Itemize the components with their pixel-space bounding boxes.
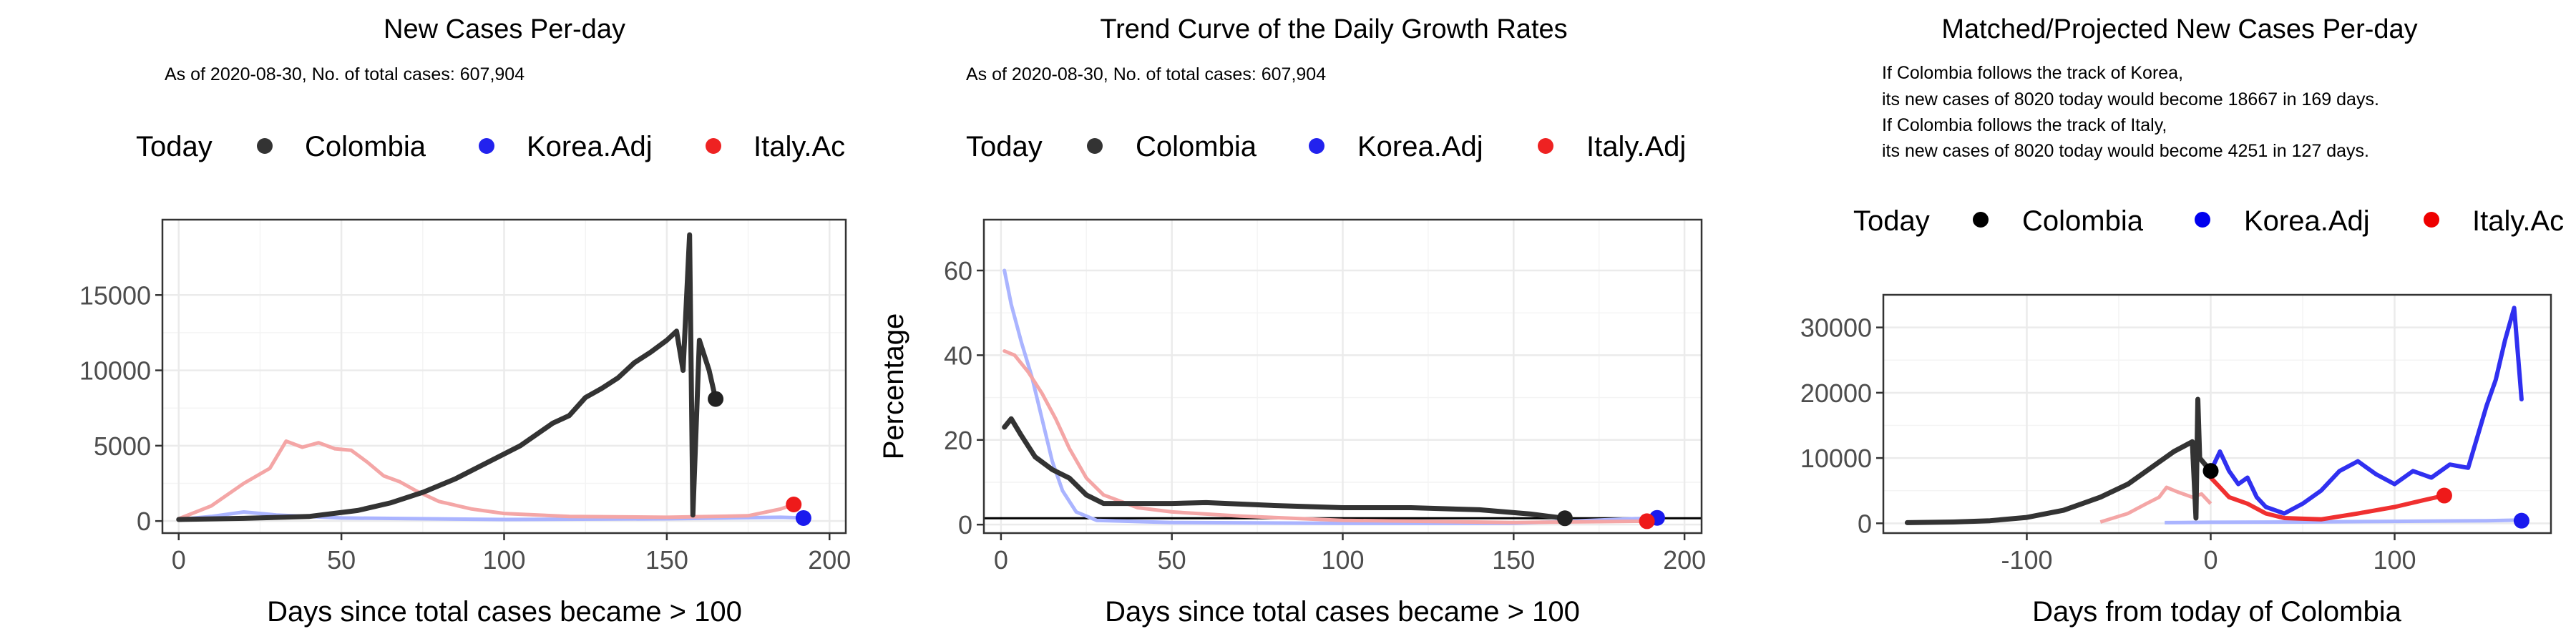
- today-point-italy-adj: [1639, 513, 1655, 530]
- x-tick-label: 150: [1492, 545, 1535, 575]
- chart-subtitle: As of 2020-08-30, No. of total cases: 60…: [165, 64, 525, 84]
- legend-label-colombia: Colombia: [1136, 131, 1257, 162]
- series-line-italy-ac: [2208, 475, 2446, 522]
- faded-series-korea-adj: [2165, 518, 2522, 525]
- x-tick-label: 100: [482, 545, 525, 575]
- today-point-colombia: [1556, 510, 1573, 527]
- y-tick-label: 0: [1858, 509, 1872, 538]
- y-tick-label: 30000: [1800, 313, 1872, 343]
- series-line-italy-ac: [177, 439, 796, 521]
- legend-title: Today: [1853, 205, 1930, 237]
- chart-subtitle-line: If Colombia follows the track of Italy,: [1882, 115, 2167, 135]
- legend-key-italy: [2424, 212, 2439, 228]
- y-axis-label: Percentage: [878, 313, 909, 460]
- y-tick-label: 10000: [1800, 444, 1872, 473]
- legend-label-korea: Korea.Adj: [527, 131, 653, 162]
- legend: Today Colombia Korea.Adj Italy.Ac: [1853, 205, 2564, 237]
- series-line-korea-adj: [177, 510, 806, 522]
- x-tick-label: 0: [994, 545, 1008, 575]
- plot-border: [1882, 293, 2552, 535]
- series-line-korea-adj: [2208, 306, 2524, 516]
- legend-label-italy: Italy.Ac: [753, 131, 845, 162]
- series-line-colombia: [176, 232, 718, 522]
- today-point-korea-adj: [795, 509, 811, 526]
- x-tick-label: 200: [808, 545, 851, 575]
- today-point-korea-adj: [2513, 512, 2529, 529]
- legend: Today Colombia Korea.Adj Italy.Ac: [136, 131, 845, 162]
- today-point-italy-ac: [2436, 487, 2452, 504]
- chart-subtitle-line: its new cases of 8020 today would become…: [1882, 141, 2369, 161]
- plot-border: [982, 218, 1703, 535]
- y-tick-label: 20000: [1800, 379, 1872, 408]
- panel-growth-rates: Trend Curve of the Daily Growth Rates As…: [878, 14, 1706, 628]
- legend: Today Colombia Korea.Adj Italy.Adj: [966, 131, 1686, 162]
- panel-new-cases: New Cases Per-day As of 2020-08-30, No. …: [79, 14, 851, 628]
- y-tick-label: 60: [944, 256, 972, 286]
- legend-label-italy: Italy.Adj: [1586, 131, 1686, 162]
- x-axis-label: Days since total cases became > 100: [267, 596, 742, 628]
- legend-key-italy: [1538, 138, 1553, 154]
- x-tick-label: 200: [1663, 545, 1706, 575]
- chart-subtitle: As of 2020-08-30, No. of total cases: 60…: [966, 64, 1326, 84]
- y-tick-label: 40: [944, 341, 972, 370]
- today-point-colombia: [708, 391, 724, 407]
- legend-label-korea: Korea.Adj: [2244, 205, 2370, 237]
- legend-title: Today: [966, 131, 1043, 162]
- x-tick-label: 100: [1321, 545, 1364, 575]
- legend-key-korea: [1309, 138, 1324, 154]
- series-line-colombia: [1904, 396, 2213, 525]
- x-tick-label: 50: [1158, 545, 1186, 575]
- plot-border: [161, 218, 847, 535]
- y-tick-label: 10000: [79, 356, 151, 386]
- series-line-colombia: [1002, 416, 1568, 521]
- x-tick-label: 100: [2373, 545, 2416, 575]
- legend-key-colombia: [257, 138, 273, 154]
- legend-label-colombia: Colombia: [2022, 205, 2144, 237]
- legend-label-italy: Italy.Ac: [2472, 205, 2564, 237]
- series-line-italy-adj: [1002, 349, 1649, 525]
- legend-label-colombia: Colombia: [305, 131, 426, 162]
- panel-projected-cases: Matched/Projected New Cases Per-day If C…: [1800, 14, 2564, 628]
- x-tick-label: 0: [2203, 545, 2218, 575]
- y-tick-label: 20: [944, 426, 972, 455]
- today-point-italy-ac: [786, 496, 802, 512]
- x-tick-label: 0: [172, 545, 186, 575]
- y-tick-label: 5000: [94, 431, 151, 461]
- y-tick-label: 15000: [79, 280, 151, 310]
- y-tick-label: 0: [958, 510, 972, 540]
- chart-subtitle-line: its new cases of 8020 today would become…: [1882, 89, 2379, 109]
- x-tick-label: 50: [327, 545, 356, 575]
- chart-title: New Cases Per-day: [384, 14, 625, 44]
- series-line-korea-adj: [1002, 268, 1659, 525]
- chart-title: Trend Curve of the Daily Growth Rates: [1100, 14, 1567, 44]
- x-axis-label: Days from today of Colombia: [2032, 596, 2402, 628]
- legend-key-colombia: [1973, 212, 1989, 228]
- legend-label-korea: Korea.Adj: [1357, 131, 1483, 162]
- chart-title: Matched/Projected New Cases Per-day: [1941, 14, 2417, 44]
- legend-key-colombia: [1087, 138, 1103, 154]
- legend-key-italy: [706, 138, 721, 154]
- chart-subtitle-line: If Colombia follows the track of Korea,: [1882, 63, 2183, 83]
- legend-title: Today: [136, 131, 213, 162]
- legend-key-korea: [2195, 212, 2210, 228]
- y-tick-label: 0: [137, 507, 151, 536]
- legend-key-korea: [479, 138, 494, 154]
- x-tick-label: -100: [2001, 545, 2052, 575]
- x-tick-label: 150: [645, 545, 688, 575]
- today-point-colombia: [2202, 463, 2219, 479]
- x-axis-label: Days since total cases became > 100: [1105, 596, 1580, 628]
